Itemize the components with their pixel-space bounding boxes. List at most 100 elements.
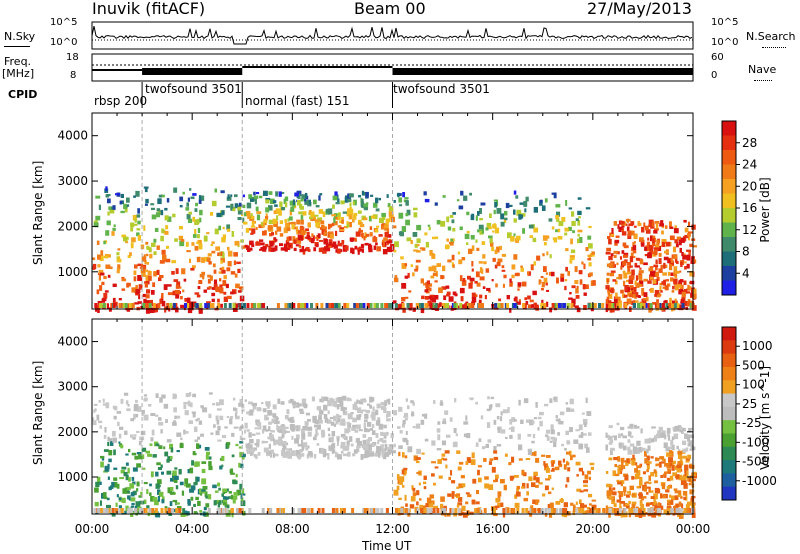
power-panel-cell [368,248,373,253]
velocity-panel-cell [563,512,567,518]
velocity-panel-cell [313,436,317,441]
velocity-panel-cell [133,434,137,437]
velocity-panel-ground-cell [679,508,683,513]
power-panel-cell [287,218,290,222]
velocity-panel-cell [292,419,295,423]
velocity-panel-cell [657,430,661,437]
velocity-panel-cell [689,475,694,481]
velocity-panel-ground-cell [154,508,158,513]
velocity-panel-cell [514,494,518,499]
velocity-panel-ground-cell [618,508,622,513]
power-panel-cell [238,202,242,207]
velocity-panel-cell [297,443,303,447]
power-panel-cell [219,267,223,271]
power-panel-cell [220,260,223,264]
power-panel-cell [618,226,623,229]
power-panel-cell [689,243,693,248]
power-panel-cell [181,268,186,275]
power-panel-cell [458,205,464,210]
power-panel-colorbar-swatch [722,266,736,281]
velocity-panel-cell [169,443,174,450]
velocity-panel-cell [497,427,501,433]
power-panel-cell [149,253,153,259]
power-panel-cell [262,245,266,249]
power-panel-cell [268,219,274,225]
velocity-panel-cell [284,426,289,429]
power-panel-cell [145,253,149,257]
power-panel-cell [141,263,144,270]
velocity-panel-cell [521,469,525,476]
velocity-panel-cell [304,403,308,409]
velocity-panel-cell [666,477,671,482]
velocity-panel-cell [246,447,249,452]
velocity-panel-cell [569,450,572,456]
velocity-panel-cell [440,400,443,406]
power-panel-cell [279,201,283,208]
velocity-panel-cell [567,467,571,472]
velocity-panel-cell [627,449,633,455]
velocity-panel-cell [186,511,190,516]
power-panel-cell [413,249,418,252]
velocity-panel-ground-cell [416,508,420,513]
velocity-panel-cell [226,488,229,492]
power-panel-cell [626,226,630,232]
power-panel-cell [218,225,222,231]
power-panel-cell [571,298,576,305]
velocity-panel-ground-cell [630,508,634,513]
velocity-panel-cell [380,444,385,447]
velocity-panel-cell [268,421,272,425]
power-panel-cell [265,216,269,219]
power-panel-cell [206,257,211,262]
velocity-panel-cell [618,492,621,498]
velocity-panel-cell [127,495,131,500]
velocity-panel-cell [227,442,230,448]
power-panel-cell [674,239,678,244]
power-panel-cell [474,280,478,284]
velocity-panel-cell [138,440,142,446]
velocity-panel-cell [381,452,385,458]
power-panel-cell [638,270,644,274]
power-panel-cell [661,281,665,284]
velocity-panel-cell [674,490,679,494]
power-panel-cell [192,265,196,269]
power-panel-cell [568,297,573,300]
power-panel-cell [147,275,152,281]
power-panel-cell [686,249,691,252]
power-panel-cell [352,219,355,223]
power-panel-cell [471,261,474,267]
power-panel-ground-cell [522,303,526,308]
power-panel-cell [154,227,159,232]
power-panel-cell [680,299,685,302]
power-panel-cell [683,219,687,223]
velocity-panel-cell [307,451,313,456]
power-panel-cell [309,216,314,220]
power-panel-cell [341,240,345,245]
power-panel-cell [301,194,306,200]
velocity-panel-cell [546,468,550,473]
velocity-panel-cell [412,426,416,429]
power-panel-cell [304,236,307,239]
velocity-panel-cell [306,453,310,459]
velocity-panel-cell [634,468,638,473]
velocity-panel-cell [570,408,575,412]
velocity-panel-cell [546,436,550,441]
power-panel-cell [213,269,217,274]
power-panel-cell [230,207,234,211]
velocity-panel-ground-cell [365,508,369,513]
velocity-panel-cell [323,449,327,454]
power-panel-cell [436,263,442,267]
velocity-panel-cell [643,486,648,492]
power-panel-cell [459,275,463,282]
velocity-panel-cell [640,428,643,434]
velocity-panel-cell [617,470,621,475]
nsky-tick-bottom: 10^0 [50,37,78,48]
power-panel-cell [684,261,687,264]
velocity-panel-cell [664,463,669,467]
power-panel-ground-cell [288,303,292,308]
power-panel-cell [189,258,192,264]
velocity-panel-cell [398,445,403,449]
velocity-panel-cell [383,424,387,429]
date-title: 27/May/2013 [587,0,692,18]
velocity-panel-cell [502,409,508,414]
velocity-panel-cell [267,406,270,409]
